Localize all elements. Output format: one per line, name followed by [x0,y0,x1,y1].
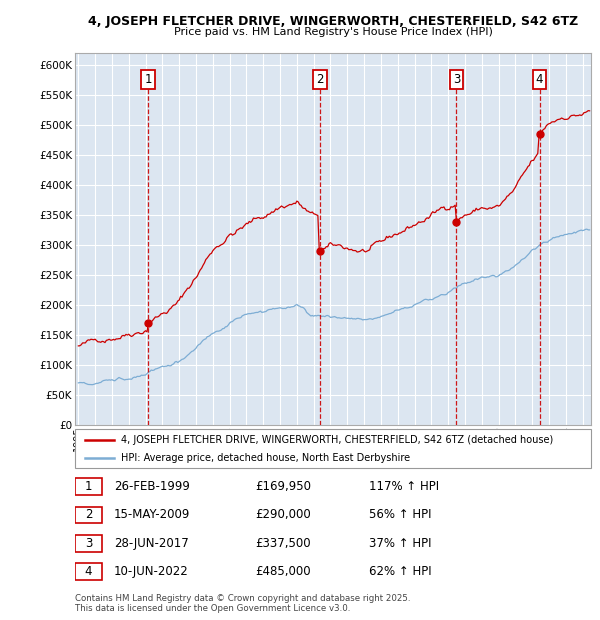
Text: Contains HM Land Registry data © Crown copyright and database right 2025.: Contains HM Land Registry data © Crown c… [75,594,410,603]
Text: 26-FEB-1999: 26-FEB-1999 [114,480,190,493]
Text: £169,950: £169,950 [256,480,311,493]
Text: 2: 2 [316,73,323,86]
Text: This data is licensed under the Open Government Licence v3.0.: This data is licensed under the Open Gov… [75,604,350,613]
Text: 4: 4 [85,565,92,578]
Text: 2: 2 [85,508,92,521]
FancyBboxPatch shape [75,429,591,468]
Text: Price paid vs. HM Land Registry's House Price Index (HPI): Price paid vs. HM Land Registry's House … [173,27,493,37]
Text: 62% ↑ HPI: 62% ↑ HPI [369,565,432,578]
Text: 4, JOSEPH FLETCHER DRIVE, WINGERWORTH, CHESTERFIELD, S42 6TZ (detached house): 4, JOSEPH FLETCHER DRIVE, WINGERWORTH, C… [121,435,554,445]
Text: 56% ↑ HPI: 56% ↑ HPI [369,508,431,521]
Text: 117% ↑ HPI: 117% ↑ HPI [369,480,439,493]
Text: 3: 3 [85,537,92,550]
Text: £290,000: £290,000 [256,508,311,521]
Text: £485,000: £485,000 [256,565,311,578]
FancyBboxPatch shape [75,507,102,523]
FancyBboxPatch shape [75,564,102,580]
Text: 37% ↑ HPI: 37% ↑ HPI [369,537,431,550]
Text: 1: 1 [145,73,152,86]
FancyBboxPatch shape [75,535,102,552]
Text: £337,500: £337,500 [256,537,311,550]
Text: 4: 4 [536,73,544,86]
Text: 15-MAY-2009: 15-MAY-2009 [114,508,190,521]
Text: HPI: Average price, detached house, North East Derbyshire: HPI: Average price, detached house, Nort… [121,453,410,463]
FancyBboxPatch shape [75,478,102,495]
Text: 1: 1 [85,480,92,493]
Text: 28-JUN-2017: 28-JUN-2017 [114,537,188,550]
Text: 3: 3 [452,73,460,86]
Text: 4, JOSEPH FLETCHER DRIVE, WINGERWORTH, CHESTERFIELD, S42 6TZ: 4, JOSEPH FLETCHER DRIVE, WINGERWORTH, C… [88,16,578,29]
Text: 10-JUN-2022: 10-JUN-2022 [114,565,188,578]
